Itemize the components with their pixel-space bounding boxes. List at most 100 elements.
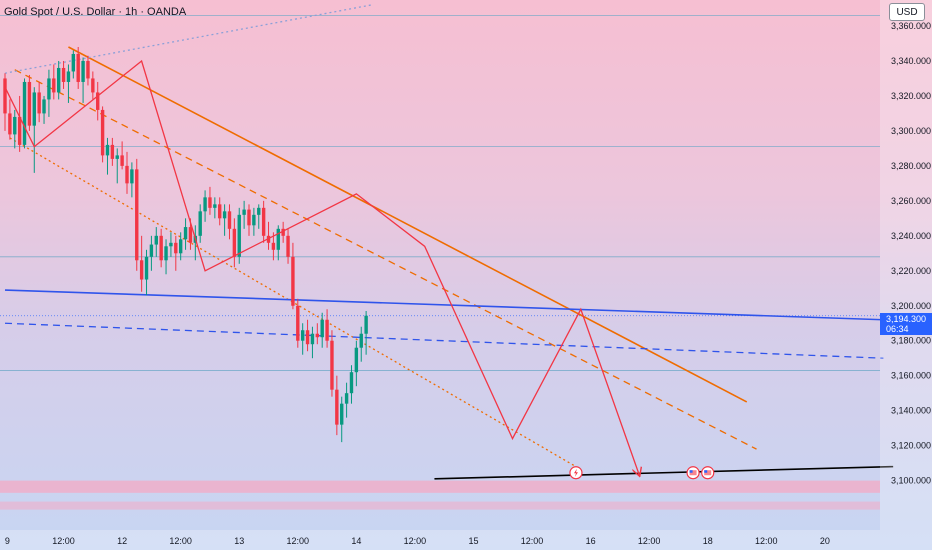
candle-body — [71, 53, 76, 72]
candle-body — [237, 214, 241, 257]
candle — [3, 73, 7, 131]
candle — [52, 64, 56, 100]
candle — [125, 151, 129, 194]
candle-body — [208, 197, 212, 208]
candle — [71, 50, 76, 79]
support-zone-lower-band — [0, 501, 880, 510]
candle — [120, 141, 124, 170]
currency-button[interactable]: USD — [889, 3, 925, 21]
price-tick-label: 3,280.000 — [891, 161, 931, 171]
candle — [183, 218, 188, 250]
trendline-0[interactable] — [68, 46, 748, 403]
candle-body — [340, 403, 344, 425]
candle — [37, 81, 41, 123]
candle — [169, 232, 173, 257]
candle-body — [271, 242, 276, 250]
price-axis: 3,100.000 3,120.000 3,140.000 3,160.000 3,18… — [891, 21, 931, 486]
candle-body — [266, 235, 271, 243]
candle-body — [349, 372, 354, 394]
candle — [354, 340, 359, 387]
candle-body — [42, 99, 46, 114]
candle — [32, 87, 36, 173]
candle-body — [174, 242, 178, 254]
projection-path[interactable] — [4, 59, 639, 475]
candle-body — [354, 347, 359, 373]
candle — [17, 95, 22, 152]
candle-body — [32, 92, 36, 126]
lightning-event-icon[interactable] — [569, 466, 583, 480]
candle-body — [296, 305, 300, 341]
candle — [135, 158, 139, 271]
support-zone-layer — [0, 480, 880, 510]
time-tick-label: 12:00 — [169, 536, 192, 546]
candle — [203, 190, 207, 222]
candle-body — [261, 207, 266, 236]
candle — [159, 228, 163, 268]
candle-body — [330, 340, 334, 390]
time-tick-label: 15 — [468, 536, 478, 546]
candle — [76, 46, 80, 89]
candle-body — [154, 235, 158, 245]
candle — [325, 309, 329, 348]
candle — [149, 235, 154, 271]
trendline-4[interactable] — [4, 322, 884, 359]
time-tick-label: 12:00 — [287, 536, 310, 546]
candle-body — [232, 228, 237, 257]
candle-body — [198, 211, 202, 236]
candle-body — [105, 144, 110, 156]
time-tick-label: 13 — [234, 536, 244, 546]
candle-body — [56, 67, 61, 93]
price-tick-label: 3,120.000 — [891, 441, 931, 451]
candle — [66, 64, 71, 103]
candle-body — [52, 78, 56, 93]
candle-body — [320, 319, 324, 338]
candle — [296, 298, 300, 348]
candle-body — [13, 116, 17, 135]
candle — [281, 221, 285, 243]
candle-body — [17, 116, 22, 145]
candle-body — [47, 78, 51, 100]
us-flag-event-icon[interactable] — [701, 466, 715, 480]
candle-body — [359, 333, 363, 348]
candle-body — [130, 169, 134, 184]
candle — [144, 249, 149, 296]
candle-body — [252, 214, 256, 226]
candle — [335, 375, 339, 436]
trendline-3[interactable] — [4, 289, 884, 321]
candle — [81, 57, 85, 103]
candle-body — [315, 333, 320, 338]
time-tick-label: 12:00 — [521, 536, 544, 546]
candle-body — [144, 256, 149, 280]
trendline-1[interactable] — [14, 69, 757, 450]
candle — [276, 225, 280, 261]
candle — [139, 235, 144, 292]
candle — [130, 162, 134, 198]
price-axis-panel[interactable] — [880, 0, 932, 550]
candle — [86, 55, 90, 86]
candle-body — [139, 260, 144, 280]
trendline-2[interactable] — [9, 137, 577, 468]
price-tick-label: 3,180.000 — [891, 336, 931, 346]
us-flag-event-icon[interactable] — [686, 466, 700, 480]
price-tick-label: 3,360.000 — [891, 21, 931, 31]
candle — [208, 186, 212, 215]
candle-body — [276, 228, 280, 250]
candle — [252, 207, 256, 236]
candle-body — [110, 144, 115, 159]
time-axis-panel[interactable] — [0, 530, 880, 550]
candle — [56, 60, 61, 100]
candle-body — [291, 256, 295, 306]
candle-body — [286, 235, 290, 257]
candle-body — [213, 204, 217, 208]
candle — [42, 95, 46, 124]
trendline-5[interactable] — [4, 4, 372, 74]
candle-body — [22, 81, 27, 145]
candle-body — [81, 60, 85, 82]
candle-body — [96, 92, 100, 110]
trendline-6[interactable] — [434, 465, 894, 480]
trendlines-layer — [4, 4, 894, 480]
candle — [291, 242, 295, 310]
candle — [300, 323, 305, 355]
